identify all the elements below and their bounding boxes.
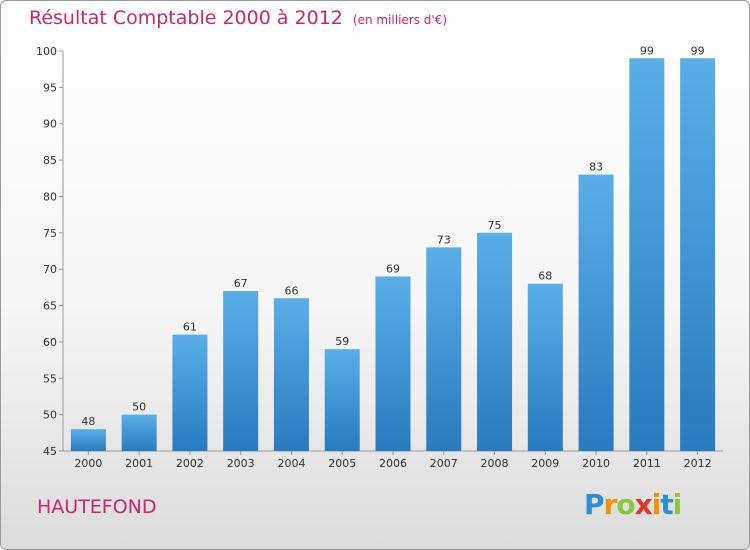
data-label: 99	[640, 44, 654, 57]
x-tick-label: 2005	[328, 457, 356, 470]
bar-2006	[375, 276, 411, 451]
y-tick-label: 100	[36, 45, 57, 58]
bar-2000	[70, 429, 106, 451]
data-label: 67	[234, 277, 248, 290]
chart-unit: (en milliers d'€)	[352, 13, 448, 27]
bar-2008	[477, 232, 513, 451]
x-tick-label: 2004	[277, 457, 305, 470]
x-tick-label: 2002	[176, 457, 204, 470]
data-label: 73	[437, 233, 451, 246]
chart-title: Résultat Comptable 2000 à 2012 (en millie…	[29, 7, 447, 29]
data-label: 66	[284, 284, 298, 297]
x-tick-label: 2007	[430, 457, 458, 470]
bar-2001	[121, 414, 157, 451]
data-label: 75	[488, 219, 502, 232]
x-tick-label: 2012	[684, 457, 712, 470]
x-tick-label: 2009	[531, 457, 559, 470]
data-label: 68	[538, 270, 552, 283]
data-label: 61	[183, 321, 197, 334]
y-tick-label: 60	[43, 336, 57, 349]
y-tick-label: 45	[43, 445, 57, 458]
bar-2010	[578, 174, 614, 452]
bar-2007	[426, 247, 462, 451]
logo-letter: x	[634, 488, 653, 521]
bar-2004	[273, 298, 309, 451]
bar-2011	[629, 58, 665, 451]
proxiti-logo: Proxiti	[584, 488, 683, 521]
y-tick-label: 65	[43, 300, 57, 313]
bar-2005	[324, 349, 360, 451]
x-tick-label: 2010	[582, 457, 610, 470]
logo-letter: P	[584, 488, 605, 521]
bar-2012	[680, 58, 716, 451]
y-tick-label: 85	[43, 154, 57, 167]
y-tick-label: 95	[43, 81, 57, 94]
bar-2003	[223, 291, 259, 451]
y-tick-label: 80	[43, 190, 57, 203]
x-tick-label: 2008	[481, 457, 509, 470]
y-tick-label: 55	[43, 372, 57, 385]
x-tick-label: 2001	[125, 457, 153, 470]
bar-2002	[172, 334, 208, 451]
bar-chart: 45 50 55 60 65 70 75 80 85 90 95 100 48 2000 50 2001 61 2…	[36, 44, 723, 470]
y-tick-label: 70	[43, 263, 57, 276]
location-name: HAUTEFOND	[37, 496, 157, 518]
y-tick-label: 90	[43, 118, 57, 131]
x-tick-label: 2003	[227, 457, 255, 470]
logo-letter: i	[651, 488, 662, 521]
data-label: 50	[132, 401, 146, 414]
data-label: 69	[386, 262, 400, 275]
chart-title-text: Résultat Comptable 2000 à 2012	[29, 7, 343, 29]
y-tick-label: 50	[43, 409, 57, 422]
data-label: 48	[81, 415, 95, 428]
data-label: 59	[335, 335, 349, 348]
logo-letter: t	[660, 488, 673, 521]
logo-letter: r	[603, 488, 618, 521]
x-tick-label: 2000	[74, 457, 102, 470]
data-label: 83	[589, 161, 603, 174]
logo-letter: i	[672, 488, 683, 521]
x-tick-label: 2011	[633, 457, 661, 470]
bar-2009	[527, 283, 563, 451]
data-label: 99	[691, 44, 705, 57]
y-tick-label: 75	[43, 227, 57, 240]
x-tick-label: 2006	[379, 457, 407, 470]
logo-letter: o	[616, 488, 635, 521]
